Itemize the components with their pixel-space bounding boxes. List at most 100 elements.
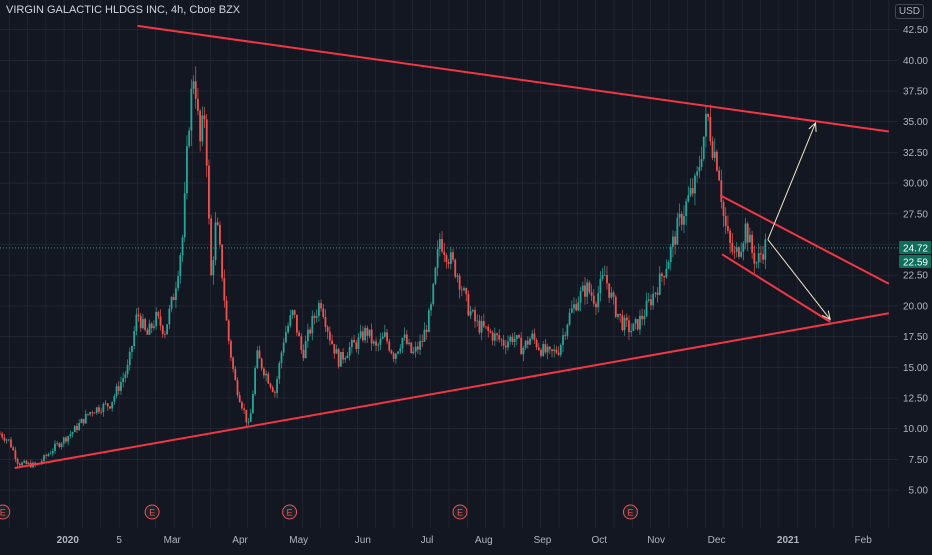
candle-body [197, 98, 199, 111]
candle-body [518, 335, 520, 338]
candle-body [179, 255, 182, 276]
earnings-marker-label: E [0, 508, 6, 518]
candle-body [236, 380, 239, 396]
candle-body [5, 439, 8, 441]
candle-body [346, 355, 349, 359]
candle-body [542, 344, 545, 356]
candle-body [89, 412, 92, 415]
candle-body [364, 327, 366, 341]
candle-body [161, 325, 164, 335]
candle-body [295, 314, 298, 333]
candle-body [335, 349, 338, 354]
candle-body [751, 234, 754, 253]
candle-body [669, 246, 672, 262]
candle-body [617, 313, 619, 317]
candle-body [513, 339, 516, 343]
candle-body [139, 315, 142, 329]
candle-body [95, 407, 98, 413]
candle-body [623, 317, 626, 331]
candle-body [606, 275, 608, 284]
earnings-marker [452, 504, 468, 520]
candle-body [282, 342, 285, 353]
candle-body [232, 357, 235, 369]
price-axis-tick-label: 20.00 [903, 301, 928, 312]
candle-body [557, 352, 560, 355]
candle-body [93, 412, 96, 414]
candle-body [190, 88, 193, 131]
candle-body [696, 171, 699, 176]
projection-arrowhead [808, 121, 817, 132]
candle-body [738, 247, 740, 257]
candle-body [315, 316, 318, 318]
candle-body [84, 413, 87, 424]
candle-body [212, 260, 215, 276]
candle-body [698, 167, 701, 172]
candle-body [126, 365, 129, 375]
candle-body [78, 423, 81, 430]
candle-body [621, 315, 624, 331]
candle-body [205, 119, 208, 166]
candle-body [476, 320, 479, 322]
candle-body [421, 341, 424, 342]
candle-body [452, 252, 454, 260]
earnings-marker [0, 504, 11, 520]
candle-body [529, 338, 531, 345]
candle-body [284, 332, 287, 343]
candle-body [137, 314, 140, 316]
candle-body [601, 275, 604, 279]
candle-body [410, 342, 413, 354]
candle-body [399, 348, 402, 352]
candle-body [487, 326, 490, 331]
candle-body [454, 259, 457, 277]
candle-body [465, 288, 468, 294]
candle-body [597, 293, 600, 308]
candle-body [87, 413, 89, 415]
candle-body [388, 341, 391, 351]
time-axis-background [0, 528, 932, 550]
currency-badge[interactable]: USD [894, 4, 924, 19]
candle-body [526, 340, 529, 345]
candle-body [100, 411, 103, 413]
candle-body [51, 450, 54, 454]
candle-body [0, 433, 1, 435]
price-axis-tick-label: 17.50 [903, 332, 928, 343]
candle-body [397, 351, 399, 354]
candle-body [58, 443, 61, 447]
candle-body [755, 262, 758, 264]
candle-body [115, 386, 118, 396]
candle-body [194, 81, 197, 99]
candle-body [672, 236, 674, 247]
candle-body [588, 282, 591, 293]
time-axis-tick-label: Aug [475, 535, 493, 546]
candle-body [223, 278, 226, 301]
price-axis-tick-label: 37.50 [903, 87, 928, 98]
candle-body [509, 336, 512, 342]
candle-body [16, 459, 19, 464]
candle-body [467, 293, 470, 316]
price-axis-tick-label: 40.00 [903, 56, 928, 67]
candle-body [551, 349, 553, 352]
candle-body [67, 436, 70, 442]
candle-body [344, 358, 347, 360]
candle-body [744, 223, 747, 244]
candle-body [544, 344, 547, 353]
candle-body [69, 434, 72, 437]
price-axis-background [898, 0, 932, 550]
candle-body [709, 116, 712, 142]
candle-body [271, 387, 274, 392]
time-axis-tick-label: May [289, 535, 308, 546]
candle-body [98, 407, 100, 412]
candle-body [128, 351, 131, 366]
candle-body [265, 373, 268, 376]
candle-body [111, 401, 114, 409]
candle-body [210, 218, 213, 276]
candle-body [47, 454, 50, 456]
candle-body [687, 195, 690, 202]
candle-body [164, 334, 166, 335]
time-axis-tick-label: Jul [421, 535, 434, 546]
candle-body [49, 453, 52, 455]
candle-body [548, 346, 551, 350]
candle-body [183, 193, 186, 238]
